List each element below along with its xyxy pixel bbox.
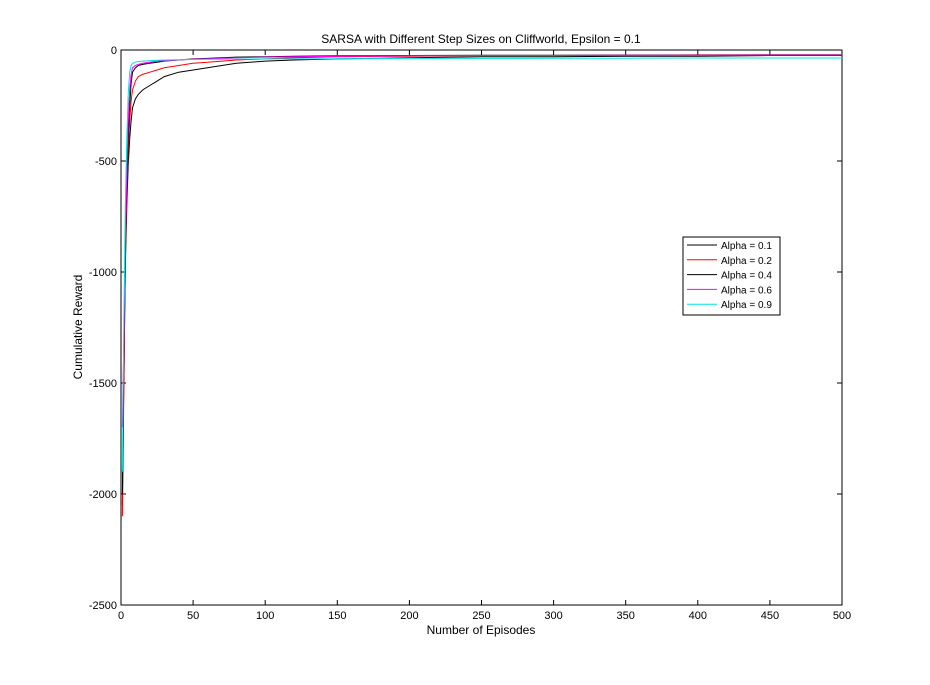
x-tick-label: 0 — [118, 610, 124, 622]
x-tick-label: 250 — [472, 610, 490, 622]
chart-title: SARSA with Different Step Sizes on Cliff… — [321, 32, 641, 46]
x-tick-label: 200 — [400, 610, 418, 622]
x-tick-label: 150 — [328, 610, 346, 622]
y-tick-label: -2000 — [89, 489, 117, 501]
legend-entry: Alpha = 0.6 — [721, 285, 772, 296]
y-tick-label: 0 — [111, 45, 117, 57]
y-tick-label: -1500 — [89, 378, 117, 390]
legend-entry: Alpha = 0.9 — [721, 300, 772, 311]
y-tick-label: -500 — [95, 156, 117, 168]
legend-entry: Alpha = 0.2 — [721, 256, 772, 267]
x-tick-label: 500 — [833, 610, 851, 622]
legend: Alpha = 0.1 Alpha = 0.2 Alpha = 0.4 Alpha =… — [682, 236, 781, 316]
legend-entry: Alpha = 0.1 — [721, 241, 772, 252]
legend-entry: Alpha = 0.4 — [721, 271, 772, 282]
series-line-0 — [121, 55, 842, 506]
y-axis-label: Cumulative Reward — [71, 275, 85, 380]
x-tick-label: 350 — [617, 610, 635, 622]
x-axis-label: Number of Episodes — [427, 623, 536, 637]
y-tick-label: -1000 — [89, 267, 117, 279]
x-tick-label: 450 — [761, 610, 779, 622]
x-tick-label: 400 — [689, 610, 707, 622]
legend-box — [682, 236, 781, 316]
x-tick-label: 50 — [187, 610, 199, 622]
x-tick-label: 300 — [544, 610, 562, 622]
plot-area: 0 50 100 150 200 250 300 350 400 450 500 -2500 -2000… — [89, 45, 851, 622]
x-tick-label: 100 — [256, 610, 274, 622]
y-tick-label: -2500 — [89, 600, 117, 612]
series-line-4 — [121, 57, 842, 472]
